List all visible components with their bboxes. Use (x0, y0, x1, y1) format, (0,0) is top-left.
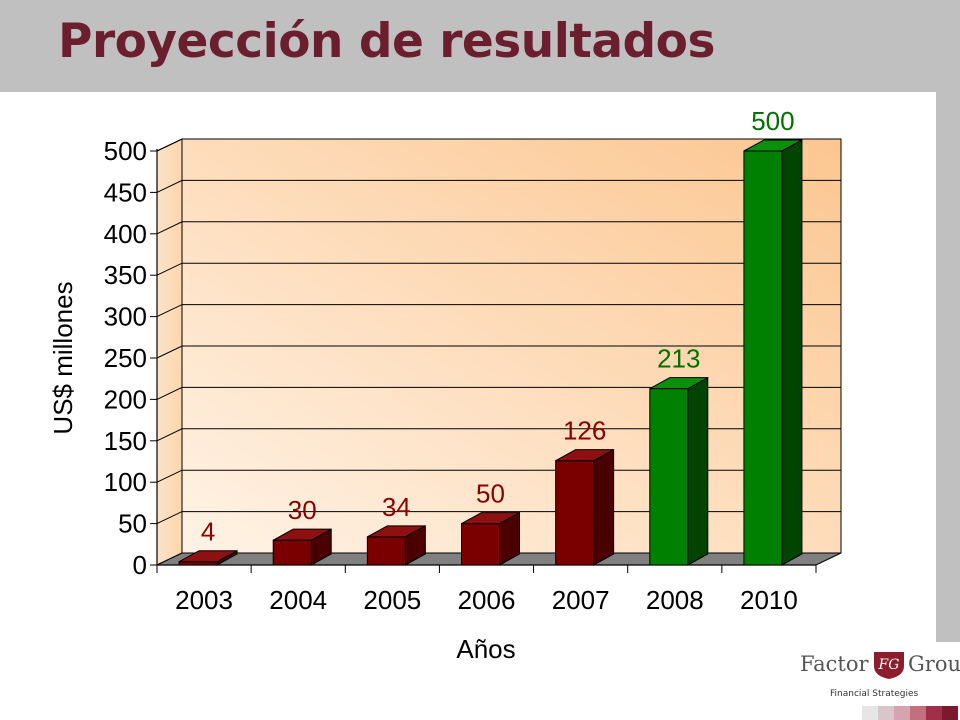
gridline (156, 304, 841, 318)
gridline (156, 138, 841, 152)
bar-side (593, 448, 615, 566)
y-tick-label: 250 (104, 343, 147, 373)
y-tick-label: 450 (104, 177, 147, 207)
side-band (936, 92, 960, 642)
data-label: 34 (382, 492, 411, 522)
header-band (0, 0, 960, 92)
y-tick-label: 150 (104, 426, 147, 456)
data-labels: 4 30 34 50 126 213 500 (201, 106, 795, 547)
bar-front (649, 388, 689, 566)
company-logo: Factor FG Group Financial Strategies (800, 650, 960, 708)
gridline (156, 179, 841, 193)
bar-top (649, 377, 709, 390)
x-tick-label: 2005 (363, 585, 421, 615)
svg-text:FG: FG (878, 657, 900, 673)
y-tick-label: 200 (104, 384, 147, 414)
data-label: 126 (563, 416, 606, 446)
y-axis-label: US$ millones (48, 281, 78, 434)
bar-top (272, 528, 332, 541)
x-tick-label: 2010 (740, 585, 798, 615)
y-tick-label: 50 (118, 509, 147, 539)
bars (178, 139, 803, 566)
bar-side (781, 139, 803, 566)
color-strip-5 (926, 706, 942, 720)
color-strip-4 (910, 706, 926, 720)
data-label: 213 (657, 344, 700, 374)
x-tick-label: 2007 (552, 585, 610, 615)
y-tick-label: 100 (104, 467, 147, 497)
bar-front (461, 523, 500, 566)
x-tick-label: 2008 (646, 585, 704, 615)
color-strip-6 (942, 706, 958, 720)
x-tick-label: 2003 (175, 585, 233, 615)
bar-2010 (743, 139, 803, 566)
bar-front (366, 536, 406, 566)
gridline (156, 386, 841, 400)
bar-top (367, 525, 426, 538)
slide-title: Proyección de resultados (58, 14, 715, 69)
gridline (156, 511, 841, 525)
gridline (156, 345, 841, 359)
gridlines (156, 138, 841, 525)
logo-shield-icon: FG (874, 652, 904, 679)
bar-top (461, 512, 520, 525)
gridline (156, 221, 841, 235)
data-label: 50 (476, 479, 505, 509)
bar-front (743, 150, 783, 566)
logo-tagline: Financial Strategies (830, 689, 919, 699)
bar-2005 (366, 525, 426, 566)
gridline (156, 428, 841, 442)
y-tick-label: 500 (104, 136, 147, 166)
bar-top (178, 550, 238, 563)
bar-2003 (178, 549, 238, 566)
logo-word-right: Group (908, 652, 960, 676)
bar-top (743, 139, 803, 152)
bar-top (555, 449, 614, 462)
x-tick-label: 2004 (269, 585, 327, 615)
bar-2004 (272, 528, 332, 566)
y-tick-label: 300 (104, 302, 147, 332)
y-tick-label: 0 (133, 550, 147, 580)
y-tick-label: 400 (104, 219, 147, 249)
bar-2007 (555, 448, 615, 566)
bar-side (687, 376, 709, 566)
x-tick-label: 2006 (458, 585, 516, 615)
bar-front (272, 539, 312, 566)
logo-word-left: Factor (800, 652, 869, 676)
bar-2006 (461, 511, 520, 566)
y-tick-label: 350 (104, 260, 147, 290)
data-label: 30 (288, 495, 317, 525)
color-strip-2 (878, 706, 894, 720)
gridline (156, 262, 841, 276)
bar-2008 (649, 376, 709, 566)
data-label: 500 (751, 106, 794, 136)
color-strip-1 (862, 706, 878, 720)
x-axis-label: Años (456, 634, 515, 664)
data-label: 4 (201, 517, 215, 547)
gridline (156, 469, 841, 483)
color-strip-3 (894, 706, 910, 720)
bar-front (555, 460, 595, 566)
